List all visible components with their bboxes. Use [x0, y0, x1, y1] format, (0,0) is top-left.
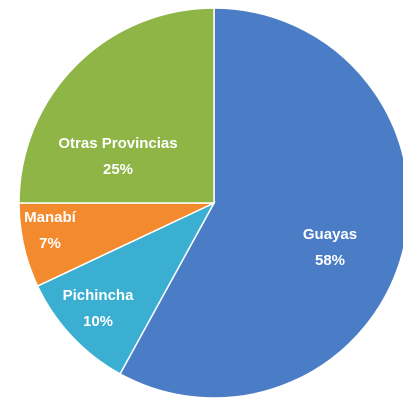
slice-label: Manabí	[24, 209, 77, 226]
slice-value-label: 25%	[103, 161, 133, 178]
slice-label: Guayas	[303, 226, 357, 243]
slice-value-label: 7%	[39, 235, 61, 252]
slice-value-label: 10%	[83, 313, 113, 330]
slice-value-label: 58%	[315, 252, 345, 269]
slice-label: Otras Provincias	[58, 135, 177, 152]
pie-slice	[18, 7, 215, 204]
pie-slice	[36, 201, 216, 375]
slice-label: Pichincha	[63, 287, 135, 304]
